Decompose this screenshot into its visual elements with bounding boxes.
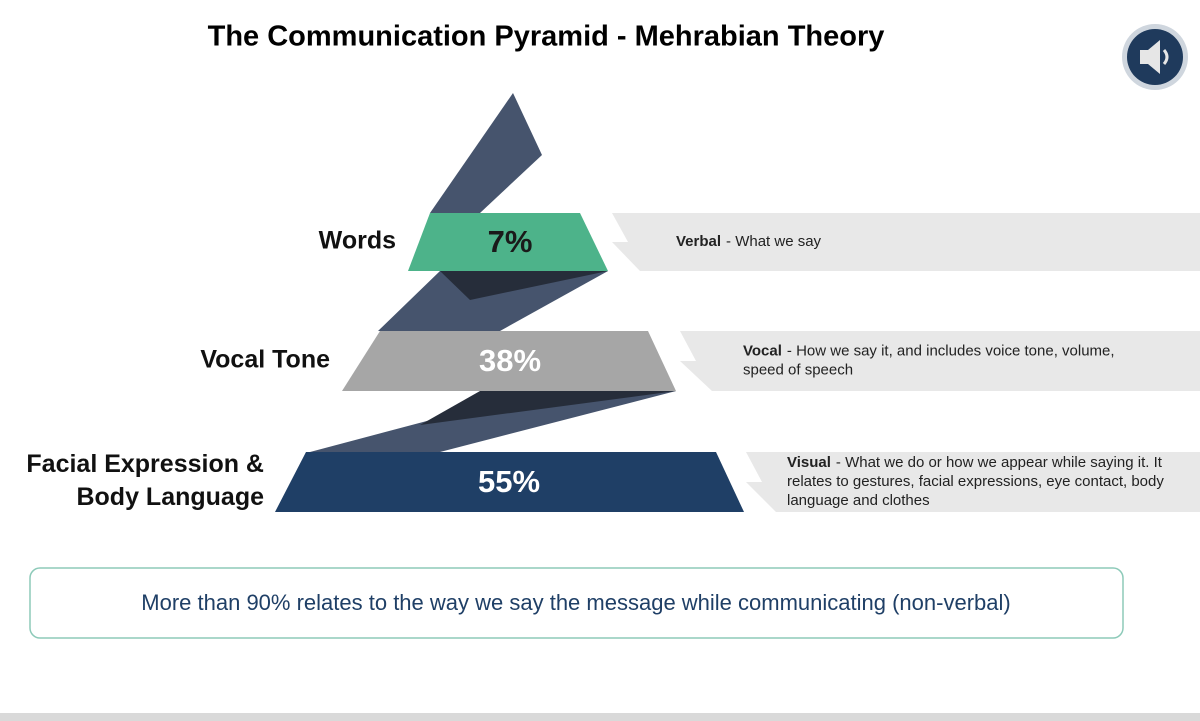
description: speed of speech xyxy=(743,361,853,378)
percent: 38% xyxy=(479,343,541,378)
description-panels xyxy=(612,213,1200,512)
description-text: relates to gestures, facial expressions,… xyxy=(787,473,1164,490)
percent: 55% xyxy=(478,464,540,499)
description-text: - What we do or how we appear while sayi… xyxy=(836,454,1163,471)
level-label: Words xyxy=(319,227,396,255)
speaker-button[interactable] xyxy=(1122,24,1188,90)
note-box xyxy=(29,567,1124,639)
percent: 7% xyxy=(488,224,533,259)
description: relates to gestures, facial expressions,… xyxy=(787,473,1164,490)
description-bold: Vocal xyxy=(743,342,782,359)
description-bold: Visual xyxy=(787,454,831,471)
description-text: language and clothes xyxy=(787,492,930,509)
description: Vocal - How we say it, and includes voice… xyxy=(743,342,1115,359)
description-bold: Verbal xyxy=(676,233,721,250)
level-label: Body Language xyxy=(76,483,264,511)
level-label: Facial Expression & xyxy=(26,450,264,478)
pyramid xyxy=(275,93,744,512)
title: The Communication Pyramid - Mehrabian Th… xyxy=(208,21,885,53)
description-text: - What we say xyxy=(726,233,822,250)
description: Verbal - What we say xyxy=(676,233,822,250)
note: More than 90% relates to the way we say … xyxy=(141,590,1010,615)
bottom-bar xyxy=(0,713,1200,721)
description-text: speed of speech xyxy=(743,361,853,378)
description-text: - How we say it, and includes voice tone… xyxy=(787,342,1115,359)
description: Visual - What we do or how we appear whil… xyxy=(787,454,1163,471)
description: language and clothes xyxy=(787,492,930,509)
level-label: Vocal Tone xyxy=(200,346,330,374)
